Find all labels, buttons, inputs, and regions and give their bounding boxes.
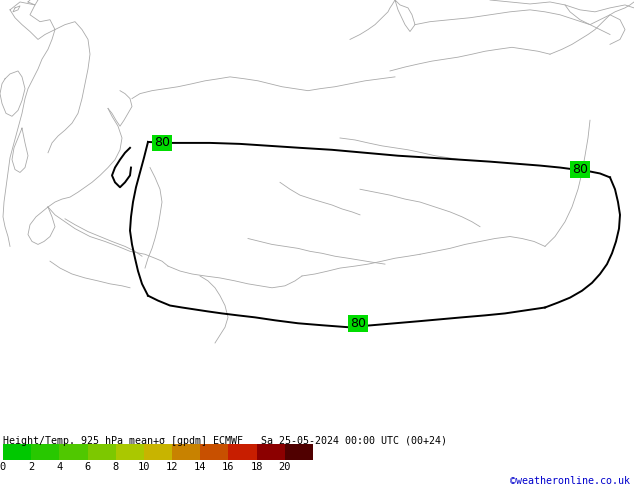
- Text: 14: 14: [194, 462, 207, 472]
- Bar: [200, 444, 228, 460]
- Bar: [257, 444, 285, 460]
- Text: 80: 80: [154, 136, 170, 149]
- Text: 20: 20: [278, 462, 291, 472]
- Text: 6: 6: [84, 462, 91, 472]
- Text: 0: 0: [0, 462, 6, 472]
- Bar: [116, 444, 144, 460]
- Bar: [172, 444, 200, 460]
- Bar: [285, 444, 313, 460]
- Text: 16: 16: [222, 462, 235, 472]
- Text: 80: 80: [572, 163, 588, 176]
- Text: 4: 4: [56, 462, 63, 472]
- Bar: [3, 444, 31, 460]
- Text: 12: 12: [166, 462, 178, 472]
- Text: 2: 2: [28, 462, 34, 472]
- Text: ©weatheronline.co.uk: ©weatheronline.co.uk: [510, 476, 630, 486]
- Text: 18: 18: [250, 462, 263, 472]
- Text: Height/Temp. 925 hPa mean+σ [gpdm] ECMWF   Sa 25-05-2024 00:00 UTC (00+24): Height/Temp. 925 hPa mean+σ [gpdm] ECMWF…: [3, 436, 447, 446]
- Text: 10: 10: [138, 462, 150, 472]
- Bar: [31, 444, 60, 460]
- Bar: [144, 444, 172, 460]
- Bar: [228, 444, 257, 460]
- Text: 80: 80: [350, 317, 366, 330]
- Text: 8: 8: [113, 462, 119, 472]
- Bar: [60, 444, 87, 460]
- Bar: [87, 444, 116, 460]
